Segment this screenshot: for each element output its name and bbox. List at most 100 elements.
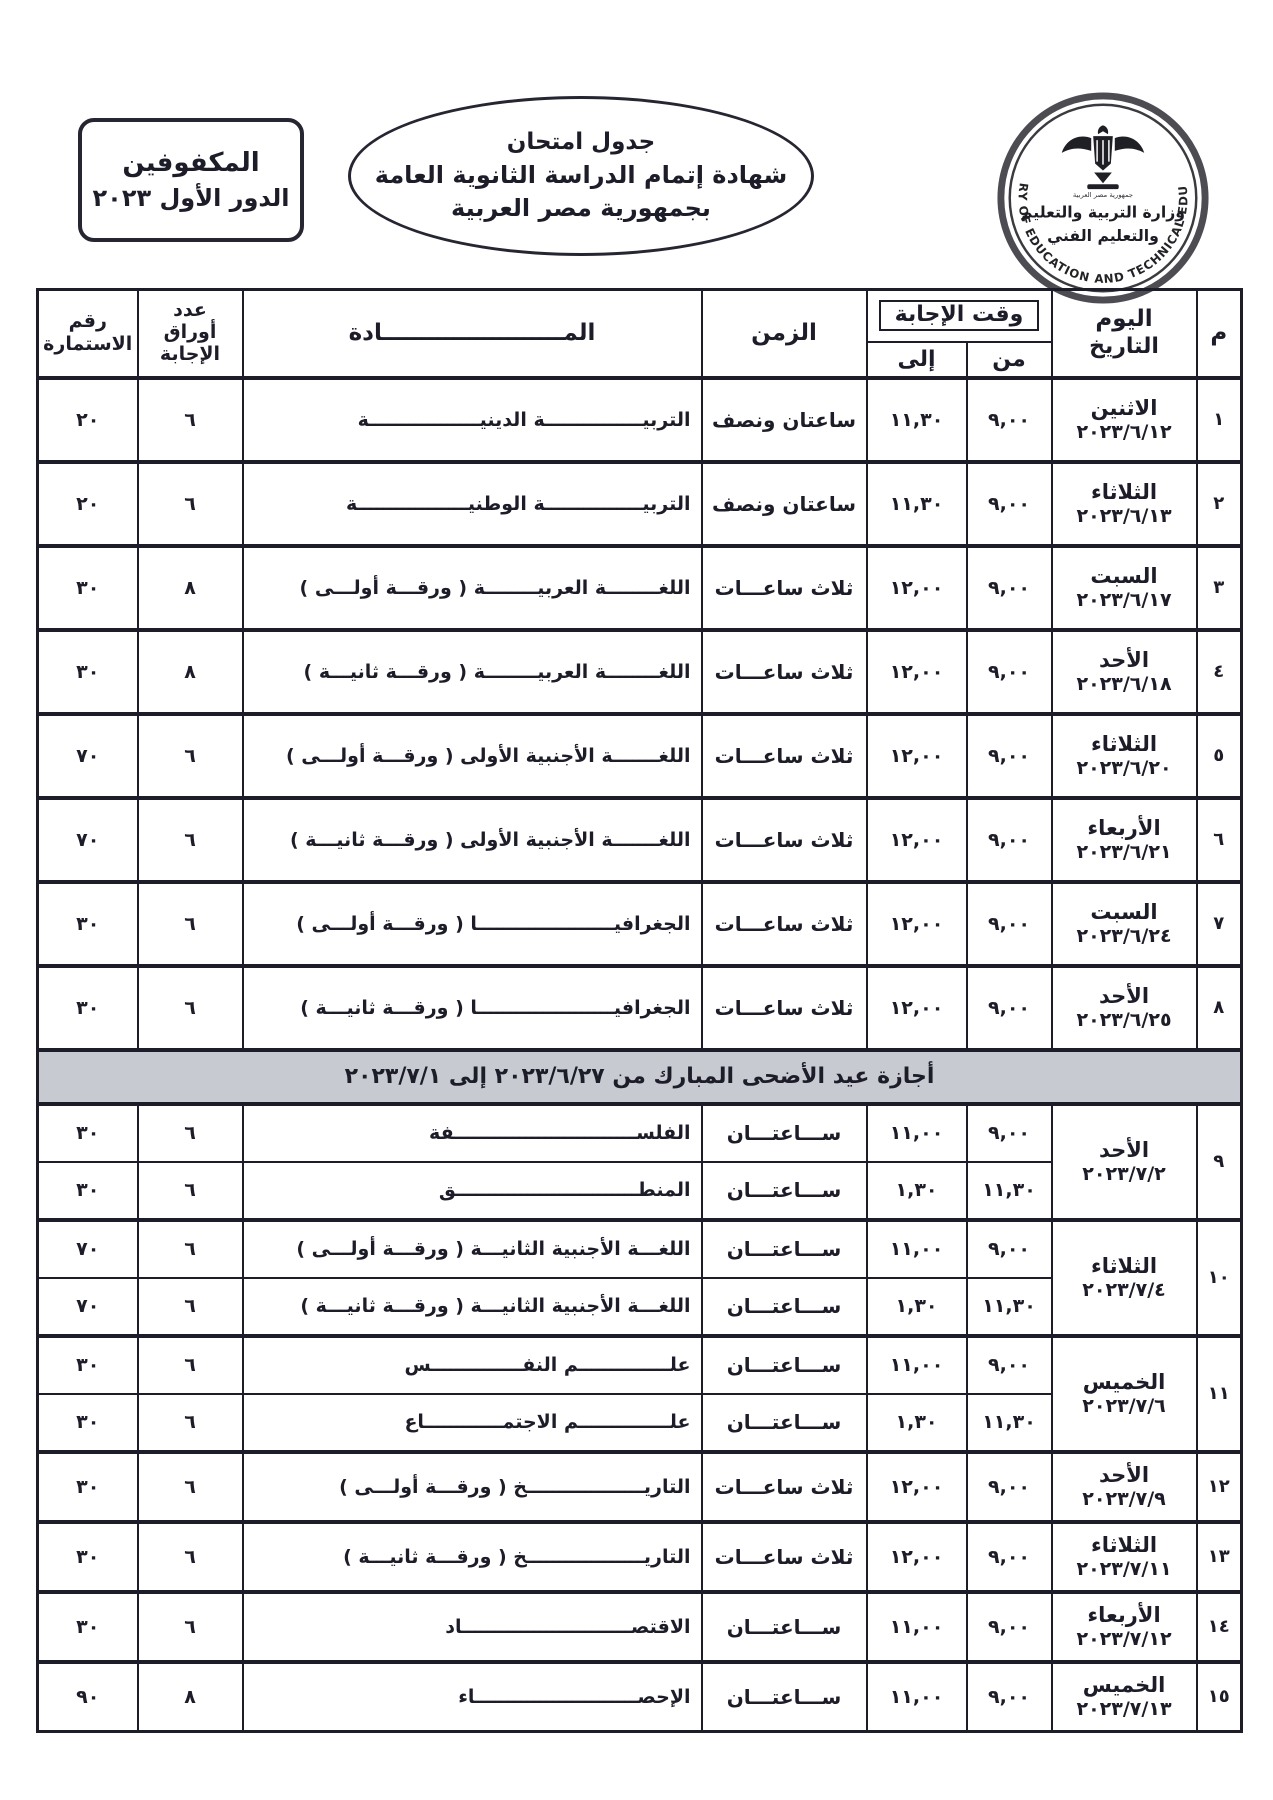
title-line-2: شهادة إتمام الدراسة الثانوية العامة [374,160,788,189]
row-serial: ١٥ [1195,1659,1243,1733]
day-name: السبت [1090,899,1158,924]
exam-subject: الاقتصــــــــــــــــــــــــــاد [241,1589,703,1663]
form-number: ٣٠ [36,1101,139,1163]
day-date-cell: الأحد ٢٠٢٣/٦/١٨ [1050,627,1198,715]
header-duration: الزمن [700,288,868,378]
time-to: ١٢,٠٠ [865,1449,968,1523]
table-header-row: م اليوم التاريخ وقت الإجابة الزمن المـــ… [36,288,1243,378]
answer-sheets-count: ٦ [136,1519,244,1593]
form-number: ٣٠ [36,963,139,1051]
form-number: ٧٠ [36,1276,139,1337]
time-from: ٩,٠٠ [965,1333,1053,1395]
header-form-line-1: رقم [68,309,107,332]
header-answer-time: وقت الإجابة [865,288,1053,343]
exam-subject: اللغـــة الأجنبية الثانيـــة ( ورقـــة ث… [241,1276,703,1337]
exam-duration: ســـاعتـــان [700,1160,868,1221]
category-box: المكفوفين الدور الأول ٢٠٢٣ [78,118,304,242]
row-serial: ٧ [1195,879,1243,967]
time-from: ٩,٠٠ [965,627,1053,715]
eid-holiday-banner: أجازة عيد الأضحى المبارك من ٢٠٢٣/٦/٢٧ إل… [36,1047,1243,1106]
form-number: ٣٠ [36,879,139,967]
schedule-body: ١ الاثنين ٢٠٢٣/٦/١٢ ٩,٠٠ ١١,٣٠ ساعتان ونصف الت… [36,375,1243,1733]
time-from: ١١,٣٠ [965,1276,1053,1337]
exam-duration: ســـاعتـــان [700,1101,868,1163]
day-name: الخميس [1082,1672,1166,1697]
exam-duration: ساعتان ونصف [700,375,868,463]
exam-subject: علــــــــــــــم الاجتمــــــــــــاع [241,1392,703,1453]
day-date-cell: الثلاثاء ٢٠٢٣/٦/٢٠ [1050,711,1198,799]
schedule-row: ١١,٣٠ ١,٣٠ ســـاعتـــان علــــــــــــــم ا… [36,1392,1242,1453]
row-serial: ٢ [1195,459,1243,547]
time-to: ١١,٠٠ [865,1333,968,1395]
answer-sheets-count: ٦ [136,1160,244,1221]
exam-subject: المنطــــــــــــــــــــــــــــق [241,1160,703,1221]
answer-sheets-count: ٦ [136,1589,244,1663]
schedule-row: ١١,٣٠ ١,٣٠ ســـاعتـــان اللغـــة الأجنبية ا… [36,1276,1242,1337]
exam-subject: الجغرافيـــــــــــــــــــــا ( ورقـــة… [241,879,703,967]
time-from: ٩,٠٠ [965,711,1053,799]
header-time-from: من [965,340,1053,380]
answer-sheets-count: ٦ [136,711,244,799]
exam-duration: ثلاث ساعـــات [700,795,868,883]
time-from: ٩,٠٠ [965,1659,1053,1733]
day-date-cell: الاثنين ٢٠٢٣/٦/١٢ [1050,375,1198,463]
day-date-cell: الثلاثاء ٢٠٢٣/٧/٤ [1050,1217,1198,1337]
header-form-number: رقم الاستمارة [36,288,139,378]
row-serial: ٦ [1195,795,1243,883]
time-from: ٩,٠٠ [965,1519,1053,1593]
answer-sheets-count: ٦ [136,1333,244,1395]
time-from: ٩,٠٠ [965,375,1053,463]
exam-subject: اللغـــــــة الأجنبية الأولى ( ورقـــة ث… [241,795,703,883]
table-subheader-row: من إلى [38,340,1242,380]
exam-date: ٢٠٢٣/٧/٦ [1082,1394,1166,1417]
exam-subject: التربيـــــــــــــــة الدينيـــــــــــ… [241,375,703,463]
exam-schedule-table: م اليوم التاريخ وقت الإجابة الزمن المـــ… [36,288,1244,1733]
schedule-row: ٣ السبت ٢٠٢٣/٦/١٧ ٩,٠٠ ١٢,٠٠ ثلاث ساعـــات الل… [36,543,1243,631]
answer-sheets-count: ٨ [136,1659,244,1733]
day-name: الأحد [1098,1137,1150,1162]
answer-sheets-count: ٦ [136,459,244,547]
day-date-cell: الأربعاء ٢٠٢٣/٧/١٢ [1050,1589,1198,1663]
time-to: ١١,٣٠ [865,459,968,547]
exam-date: ٢٠٢٣/٦/٢١ [1076,840,1172,863]
day-name: الأحد [1098,983,1150,1008]
exam-duration: ثلاث ساعـــات [700,711,868,799]
time-to: ١١,٠٠ [865,1659,968,1733]
time-from: ٩,٠٠ [965,543,1053,631]
time-to: ١٢,٠٠ [865,963,968,1051]
time-to: ١٢,٠٠ [865,1519,968,1593]
time-to: ١١,٣٠ [865,375,968,463]
schedule-row: ٥ الثلاثاء ٢٠٢٣/٦/٢٠ ٩,٠٠ ١٢,٠٠ ثلاث ساعـــات… [36,711,1243,799]
answer-sheets-count: ٦ [136,1392,244,1453]
exam-duration: ثلاث ساعـــات [700,1519,868,1593]
day-name: الثلاثاء [1090,731,1158,756]
day-name: الثلاثاء [1090,1253,1158,1278]
day-date-cell: الثلاثاء ٢٠٢٣/٦/١٣ [1050,459,1198,547]
header-day: اليوم [1095,306,1153,333]
form-number: ٣٠ [36,627,139,715]
exam-duration: ســـاعتـــان [700,1217,868,1279]
schedule-row: ١١ الخميس ٢٠٢٣/٧/٦ ٩,٠٠ ١١,٠٠ ســـاعتـــان علـ… [36,1333,1243,1453]
header-sheets-line-1: عدد [173,299,207,322]
time-to: ١٢,٠٠ [865,627,968,715]
form-number: ٢٠ [36,459,139,547]
time-to: ١٢,٠٠ [865,795,968,883]
form-number: ٣٠ [36,1519,139,1593]
holiday-row: أجازة عيد الأضحى المبارك من ٢٠٢٣/٦/٢٧ إل… [36,1047,1243,1106]
day-date-cell: السبت ٢٠٢٣/٦/٢٤ [1050,879,1198,967]
day-date-cell: الثلاثاء ٢٠٢٣/٧/١١ [1050,1519,1198,1593]
answer-sheets-count: ٨ [136,627,244,715]
day-name: السبت [1090,563,1158,588]
form-number: ٧٠ [36,1217,139,1279]
row-serial: ١ [1195,375,1243,463]
day-date-cell: الأربعاء ٢٠٢٣/٦/٢١ [1050,795,1198,883]
header-answer-time-label: وقت الإجابة [878,300,1040,332]
time-from: ٩,٠٠ [965,1589,1053,1663]
header-day-date: اليوم التاريخ [1050,288,1198,378]
exam-date: ٢٠٢٣/٧/١١ [1076,1557,1172,1580]
exam-duration: ثلاث ساعـــات [700,963,868,1051]
form-number: ٢٠ [36,375,139,463]
exam-subject: الجغرافيـــــــــــــــــــــا ( ورقـــة… [241,963,703,1051]
schedule-row: ١ الاثنين ٢٠٢٣/٦/١٢ ٩,٠٠ ١١,٣٠ ساعتان ونصف الت… [36,375,1243,463]
header-time-to: إلى [865,340,968,380]
